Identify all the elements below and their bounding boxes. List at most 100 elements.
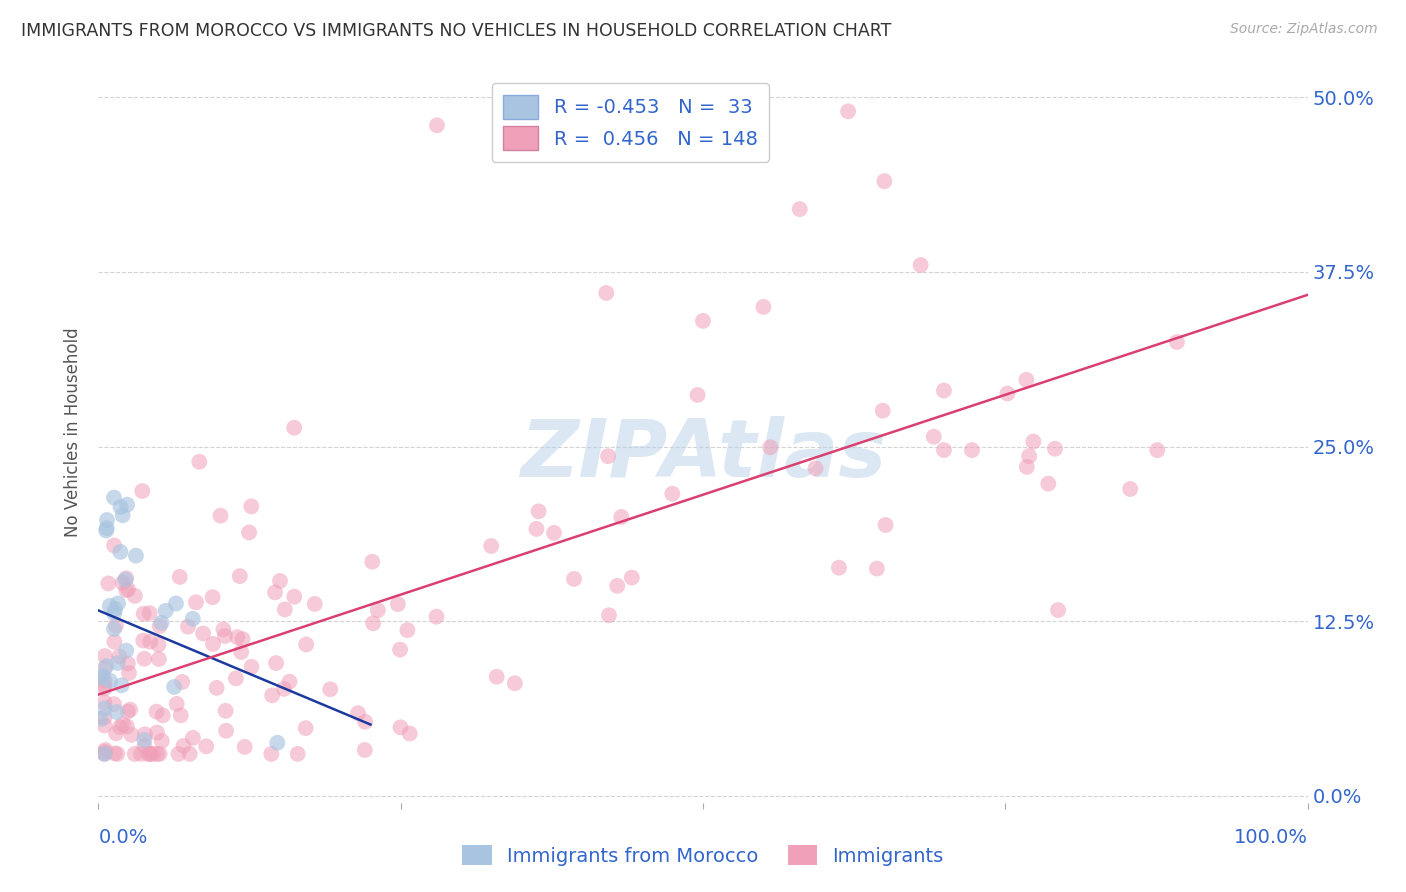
Point [169,570,191,584]
Point [396,623,419,637]
Point [389,642,412,657]
Point [606,579,628,593]
Point [543,525,565,540]
Point [93,710,115,724]
Point [111,575,134,590]
Point [110,678,132,692]
Point [215,723,238,738]
Point [103,491,125,505]
Point [354,714,377,729]
Point [108,720,131,734]
Point [233,739,256,754]
Point [105,726,128,740]
Point [304,597,326,611]
Point [347,706,370,721]
Point [231,645,253,659]
Point [118,666,141,681]
Text: 100.0%: 100.0% [1233,828,1308,847]
Point [145,705,167,719]
Point [93,747,115,761]
Point [148,638,170,652]
Point [503,676,526,690]
Point [124,589,146,603]
Point [353,743,375,757]
Point [479,539,502,553]
Point [1043,442,1066,456]
Point [264,656,287,670]
Point [163,680,186,694]
Point [1018,449,1040,463]
Point [94,648,117,663]
Point [202,637,225,651]
Point [98,599,121,613]
Point [105,747,128,761]
Point [789,202,811,216]
Point [283,421,305,435]
Point [93,747,115,761]
Point [595,285,617,300]
Point [1015,373,1038,387]
Point [96,524,118,538]
Point [132,607,155,621]
Point [134,727,156,741]
Point [527,504,550,518]
Point [142,747,165,761]
Point [598,608,620,623]
Point [837,104,859,119]
Point [103,622,125,636]
Point [214,704,236,718]
Point [240,500,263,514]
Point [425,609,447,624]
Point [692,314,714,328]
Text: Source: ZipAtlas.com: Source: ZipAtlas.com [1230,22,1378,37]
Point [93,678,115,692]
Point [205,681,228,695]
Point [661,487,683,501]
Point [114,573,136,587]
Point [872,403,894,417]
Point [1119,482,1142,496]
Point [828,560,851,574]
Point [997,386,1019,401]
Point [96,513,118,527]
Point [150,734,173,748]
Point [115,571,138,585]
Point [562,572,585,586]
Point [287,747,309,761]
Point [262,689,284,703]
Point [120,703,142,717]
Point [167,747,190,761]
Point [107,596,129,610]
Point [155,604,177,618]
Point [170,708,193,723]
Point [173,739,195,753]
Legend: R = -0.453   N =  33, R =  0.456   N = 148: R = -0.453 N = 33, R = 0.456 N = 148 [492,83,769,161]
Point [620,571,643,585]
Point [115,583,138,598]
Point [90,671,112,685]
Point [104,747,127,761]
Point [191,626,214,640]
Point [610,510,633,524]
Point [278,674,301,689]
Point [686,388,709,402]
Point [115,719,138,733]
Point [214,629,236,643]
Point [146,725,169,739]
Point [93,745,115,759]
Point [1146,443,1168,458]
Point [165,597,187,611]
Point [103,607,125,621]
Point [131,483,153,498]
Point [138,606,160,620]
Point [283,590,305,604]
Point [426,118,449,132]
Point [107,656,129,670]
Point [125,549,148,563]
Point [91,669,114,683]
Point [104,618,127,632]
Point [103,538,125,552]
Point [105,705,128,719]
Point [177,620,200,634]
Point [759,440,782,454]
